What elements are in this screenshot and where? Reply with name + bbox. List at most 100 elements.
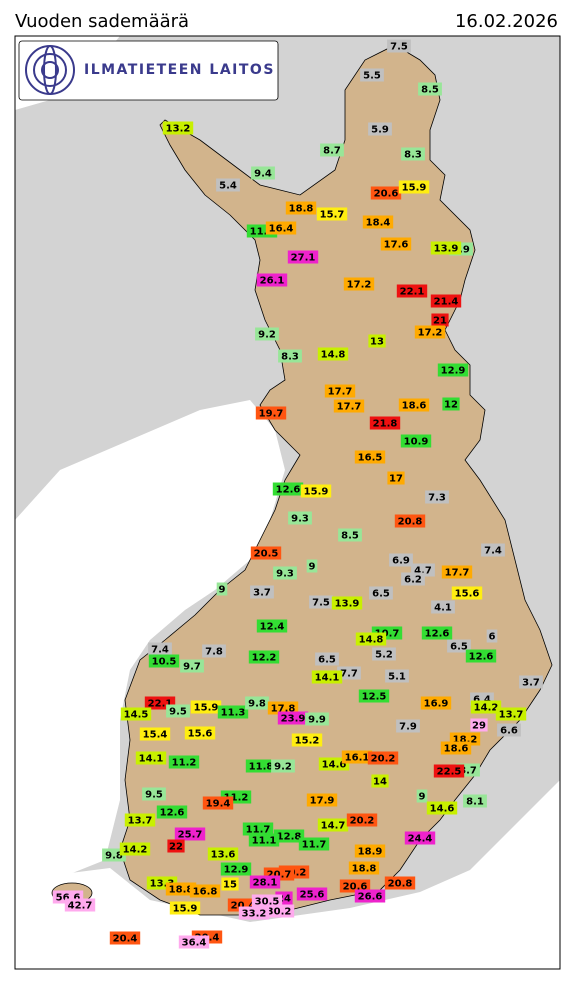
station-value: 5.1 bbox=[388, 672, 406, 683]
station-value: 6.6 bbox=[500, 726, 518, 737]
station-box bbox=[371, 774, 389, 788]
station-value: 11.2 bbox=[224, 793, 249, 804]
station-box bbox=[370, 186, 402, 200]
station-value: 5.2 bbox=[375, 650, 393, 661]
station-box bbox=[433, 764, 465, 778]
station-box bbox=[470, 718, 488, 732]
station-value: 15.6 bbox=[188, 729, 213, 740]
station-value: 24 bbox=[277, 894, 291, 905]
station-value: 21.8 bbox=[373, 419, 398, 430]
station-value: 12 bbox=[444, 400, 458, 411]
station-box bbox=[317, 347, 349, 361]
station-value: 16.9 bbox=[424, 699, 449, 710]
station-value: 15.9 bbox=[194, 703, 219, 714]
station-value: 8.3 bbox=[281, 352, 299, 363]
station-value: 22 bbox=[169, 842, 183, 853]
station-box bbox=[315, 652, 339, 666]
station-value: 9.3 bbox=[276, 569, 294, 580]
station-value: 20.6 bbox=[374, 189, 399, 200]
station-box bbox=[339, 879, 371, 893]
station-box bbox=[245, 696, 269, 710]
station-value: 7.4 bbox=[484, 546, 502, 557]
logo-text: ILMATIETEEN LAITOS bbox=[84, 62, 275, 78]
station-box bbox=[178, 935, 210, 949]
station-box bbox=[380, 237, 412, 251]
station-value: 6.9 bbox=[392, 556, 410, 567]
station-value: 9 bbox=[309, 562, 316, 573]
station-value: 14.7 bbox=[321, 821, 346, 832]
station-box bbox=[190, 700, 222, 714]
station-box bbox=[148, 654, 180, 668]
station-box bbox=[398, 398, 430, 412]
station-box bbox=[109, 931, 141, 945]
station-box bbox=[306, 793, 338, 807]
station-value: 6.2 bbox=[404, 575, 422, 586]
station-value: 9.3 bbox=[291, 514, 309, 525]
station-box bbox=[120, 707, 152, 721]
station-value: 18.8 bbox=[289, 204, 314, 215]
station-box bbox=[156, 805, 188, 819]
station-box bbox=[416, 789, 428, 803]
station-value: 11.8 bbox=[249, 762, 274, 773]
station-box bbox=[431, 600, 455, 614]
station-box bbox=[362, 215, 394, 229]
station-box bbox=[441, 565, 473, 579]
station-value: 14.6 bbox=[322, 760, 347, 771]
station-value: 16.5 bbox=[358, 453, 383, 464]
station-box bbox=[442, 397, 460, 411]
station-box bbox=[174, 827, 206, 841]
station-box bbox=[249, 875, 281, 889]
station-value: 25.6 bbox=[300, 890, 325, 901]
station-box bbox=[64, 898, 96, 912]
station-box bbox=[277, 711, 309, 725]
station-value: 16.8 bbox=[193, 887, 218, 898]
station-value: 17.6 bbox=[384, 240, 409, 251]
station-value: 8.7 bbox=[323, 146, 341, 157]
station-box bbox=[287, 250, 319, 264]
station-box bbox=[358, 689, 390, 703]
station-value: 15.4 bbox=[143, 730, 168, 741]
station-value: 18.2 bbox=[453, 735, 478, 746]
station-value: 22.5 bbox=[437, 767, 462, 778]
station-box bbox=[369, 416, 401, 430]
station-value: 8.5 bbox=[421, 85, 439, 96]
station-value: 7.3 bbox=[428, 493, 446, 504]
station-value: 20.2 bbox=[350, 816, 375, 827]
station-box bbox=[341, 750, 373, 764]
station-box bbox=[207, 847, 239, 861]
station-box bbox=[296, 887, 328, 901]
station-box bbox=[354, 844, 386, 858]
station-value: 5.4 bbox=[219, 181, 237, 192]
station-box bbox=[189, 884, 221, 898]
station-value: 14.1 bbox=[315, 673, 340, 684]
station-box bbox=[305, 712, 329, 726]
station-value: 14.2 bbox=[123, 845, 148, 856]
station-value: 14 bbox=[373, 777, 387, 788]
station-value: 13.6 bbox=[211, 850, 236, 861]
station-value: 14.5 bbox=[124, 710, 149, 721]
station-value: 11.7 bbox=[246, 825, 271, 836]
station-value: 15.9 bbox=[304, 487, 329, 498]
station-value: 19.7 bbox=[259, 409, 284, 420]
station-box bbox=[396, 719, 420, 733]
station-box bbox=[300, 484, 332, 498]
station-box bbox=[250, 546, 282, 560]
station-value: 22.1 bbox=[148, 699, 173, 710]
station-value: 17.8 bbox=[271, 704, 296, 715]
station-value: 14.8 bbox=[359, 635, 384, 646]
station-box bbox=[220, 862, 252, 876]
station-value: 12.4 bbox=[260, 622, 285, 633]
station-box bbox=[291, 733, 323, 747]
station-box bbox=[368, 122, 392, 136]
station-value: 20.7 bbox=[267, 870, 292, 881]
station-value: 9 bbox=[419, 792, 426, 803]
station-box bbox=[168, 755, 200, 769]
station-value: 21 bbox=[433, 316, 447, 327]
station-box bbox=[316, 207, 348, 221]
station-box bbox=[338, 528, 362, 542]
station-value: 7.7 bbox=[340, 669, 358, 680]
station-value: 9.2 bbox=[274, 762, 292, 773]
station-box bbox=[430, 294, 462, 308]
station-value: 8.5 bbox=[341, 531, 359, 542]
